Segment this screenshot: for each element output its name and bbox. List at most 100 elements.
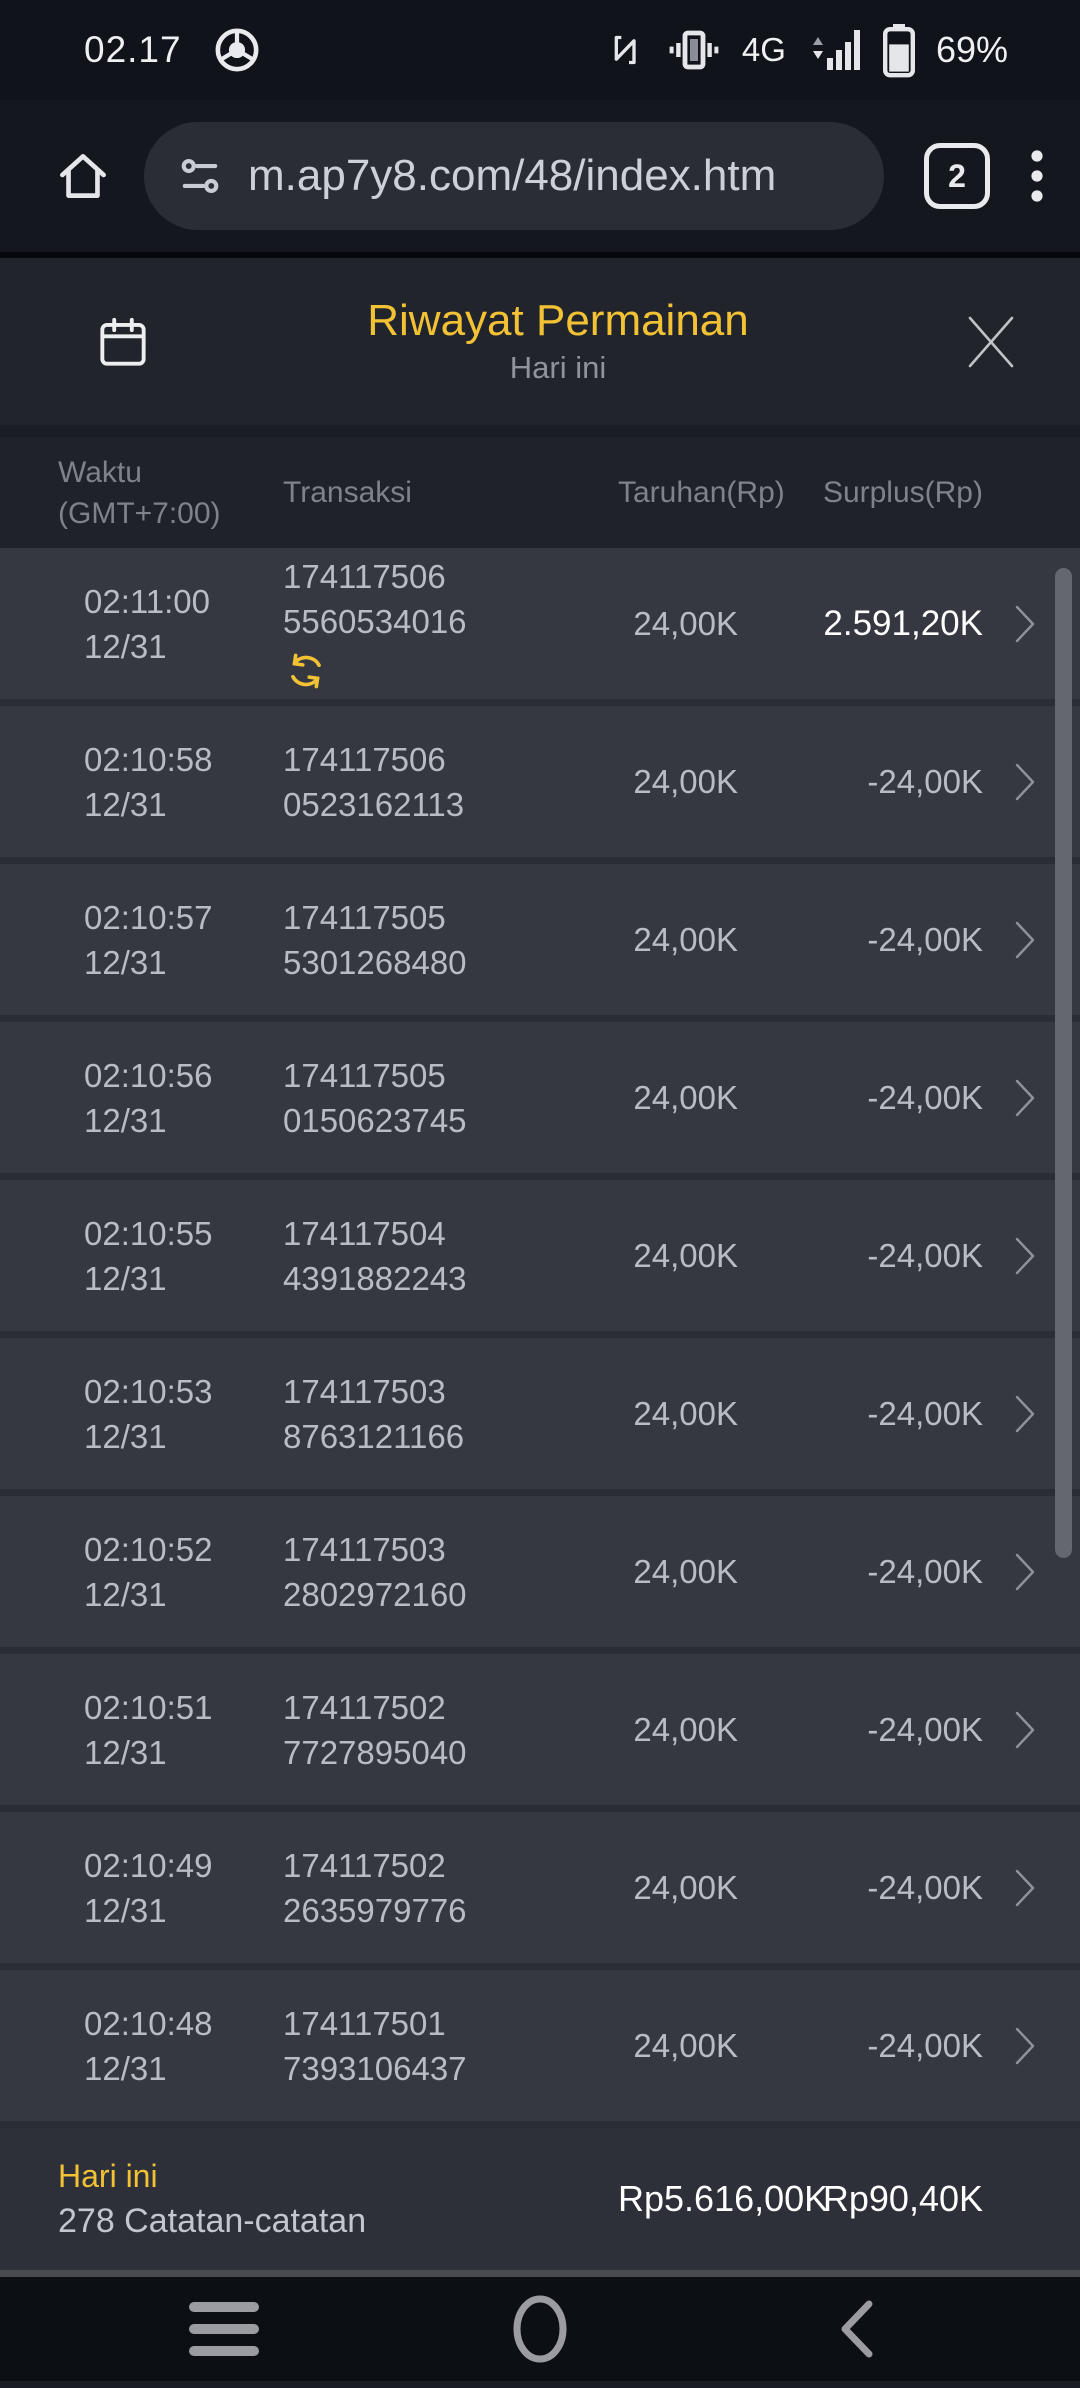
home-nav-button[interactable] [504, 2293, 576, 2365]
cell-surplus: -24,00K [867, 1394, 983, 1432]
table-row[interactable]: 02:10:52 12/31 174117503 2802972160 [0, 1496, 1080, 1647]
table-row[interactable]: 02:11:00 12/31 174117506 5560534016 [0, 548, 1080, 699]
cell-surplus: -24,00K [867, 1868, 983, 1906]
column-header-transaction: Transaksi [283, 475, 412, 509]
transaction-list: 02:11:00 12/31 174117506 5560534016 [0, 548, 1080, 2128]
cell-bet: 24,00K [633, 1552, 738, 1590]
summary-record-count: 278 Catatan-catatan [58, 2202, 367, 2240]
cell-transaction: 174117506 5560534016 [283, 554, 618, 694]
table-row[interactable]: 02:10:51 12/31 174117502 7727895040 [0, 1654, 1080, 1805]
chevron-right-icon [1012, 1865, 1038, 1911]
chevron-right-icon [1012, 759, 1038, 805]
column-header-bet: Taruhan(Rp) [618, 475, 785, 509]
cell-transaction: 174117504 4391882243 [283, 1214, 467, 1297]
summary-period-label: Hari ini [58, 2158, 158, 2194]
chevron-right-icon [1012, 1707, 1038, 1753]
cell-surplus: -24,00K [867, 1552, 983, 1590]
toolbar-divider [0, 252, 1080, 258]
clock: 02.17 [84, 29, 182, 70]
cell-bet: 24,00K [633, 1394, 738, 1432]
android-nav-bar [0, 2277, 1080, 2381]
signal-strength-icon [806, 24, 862, 76]
cell-surplus: -24,00K [867, 762, 983, 800]
table-row[interactable]: 02:10:58 12/31 174117506 0523162113 [0, 706, 1080, 857]
summary-footer: Hari ini 278 Catatan-catatan Rp5.616,00K… [0, 2128, 1080, 2270]
home-button[interactable] [52, 145, 114, 207]
chevron-right-icon [1012, 917, 1038, 963]
cell-surplus: -24,00K [867, 1078, 983, 1116]
menu-button[interactable] [1030, 147, 1044, 205]
nav-divider [0, 2270, 1080, 2277]
cell-bet: 24,00K [633, 762, 738, 800]
status-bar: 02.17 [0, 0, 1080, 100]
cell-time: 02:10:56 12/31 [84, 1056, 213, 1139]
cell-transaction: 174117503 8763121166 [283, 1372, 465, 1455]
chevron-right-icon [1012, 1391, 1038, 1437]
table-row[interactable]: 02:10:56 12/31 174117505 0150623745 [0, 1022, 1080, 1173]
close-button[interactable] [962, 308, 1020, 376]
battery-percent-label: 69% [935, 29, 1008, 70]
table-row[interactable]: 02:10:49 12/31 174117502 2635979776 [0, 1812, 1080, 1963]
summary-total-surplus: Rp90,40K [822, 2178, 983, 2219]
cell-time: 02:11:00 12/31 [84, 582, 211, 665]
cell-surplus: -24,00K [867, 2026, 983, 2064]
cell-surplus: -24,00K [867, 920, 983, 958]
cell-bet: 24,00K [633, 920, 738, 958]
page-title: Riwayat Permainan [367, 295, 749, 345]
recent-apps-button[interactable] [188, 2300, 260, 2358]
cell-time: 02:10:48 12/31 [84, 2004, 213, 2087]
refresh-pending-icon [283, 648, 618, 694]
chevron-right-icon [1012, 1549, 1038, 1595]
cell-transaction: 174117506 0523162113 [283, 740, 465, 823]
cell-time: 02:10:53 12/31 [84, 1372, 213, 1455]
cell-transaction: 174117501 7393106437 [283, 2004, 467, 2087]
url-text[interactable]: m.ap7y8.com/48/index.htm [248, 151, 777, 200]
calendar-button[interactable] [92, 311, 154, 373]
network-type-label: 4G [741, 31, 786, 68]
chevron-right-icon [1012, 2023, 1038, 2069]
column-header-surplus: Surplus(Rp) [822, 475, 983, 509]
cell-surplus: -24,00K [867, 1710, 983, 1748]
scrollbar[interactable] [1055, 568, 1072, 1558]
table-row[interactable]: 02:10:57 12/31 174117505 5301268480 [0, 864, 1080, 1015]
page-subtitle: Hari ini [509, 349, 607, 385]
cell-transaction: 174117502 7727895040 [283, 1688, 467, 1771]
cell-bet: 24,00K [633, 1078, 738, 1116]
summary-total-bet: Rp5.616,00K [618, 2178, 829, 2219]
table-row[interactable]: 02:10:55 12/31 174117504 4391882243 [0, 1180, 1080, 1331]
cell-time: 02:10:57 12/31 [84, 898, 213, 981]
table-row[interactable]: 02:10:48 12/31 174117501 7393106437 [0, 1970, 1080, 2121]
column-header-time: Waktu (GMT+7:00) [58, 455, 221, 530]
tab-switcher-button[interactable]: 2 [924, 143, 990, 209]
cell-bet: 24,00K [633, 1868, 738, 1906]
cell-transaction: 174117503 2802972160 [283, 1530, 467, 1613]
tab-count: 2 [948, 157, 966, 194]
nfc-icon [606, 28, 646, 72]
header-gap [0, 425, 1080, 437]
chevron-right-icon [1012, 1233, 1038, 1279]
cell-transaction: 174117502 2635979776 [283, 1846, 467, 1929]
cell-transaction: 174117505 0150623745 [283, 1056, 467, 1139]
table-header: Waktu (GMT+7:00) Transaksi Taruhan(Rp) S… [0, 437, 1080, 548]
cell-surplus: 2.591,20K [823, 603, 983, 643]
cell-time: 02:10:51 12/31 [84, 1688, 213, 1771]
battery-icon [882, 22, 916, 78]
cell-time: 02:10:52 12/31 [84, 1530, 213, 1613]
url-bar[interactable]: m.ap7y8.com/48/index.htm [144, 122, 884, 230]
cell-bet: 24,00K [633, 1236, 738, 1274]
browser-toolbar: m.ap7y8.com/48/index.htm 2 [0, 100, 1080, 252]
cell-bet: 24,00K [633, 1710, 738, 1748]
cell-time: 02:10:49 12/31 [84, 1846, 213, 1929]
chevron-right-icon [1012, 1075, 1038, 1121]
cell-time: 02:10:58 12/31 [84, 740, 213, 823]
back-button[interactable] [820, 2298, 892, 2360]
chevron-right-icon [1012, 601, 1038, 647]
cell-bet: 24,00K [633, 604, 738, 642]
vibrate-icon [666, 25, 722, 75]
cell-bet: 24,00K [633, 2026, 738, 2064]
site-settings-icon[interactable] [174, 150, 226, 202]
cell-time: 02:10:55 12/31 [84, 1214, 213, 1297]
chrome-icon [214, 27, 260, 73]
table-row[interactable]: 02:10:53 12/31 174117503 8763121166 [0, 1338, 1080, 1489]
